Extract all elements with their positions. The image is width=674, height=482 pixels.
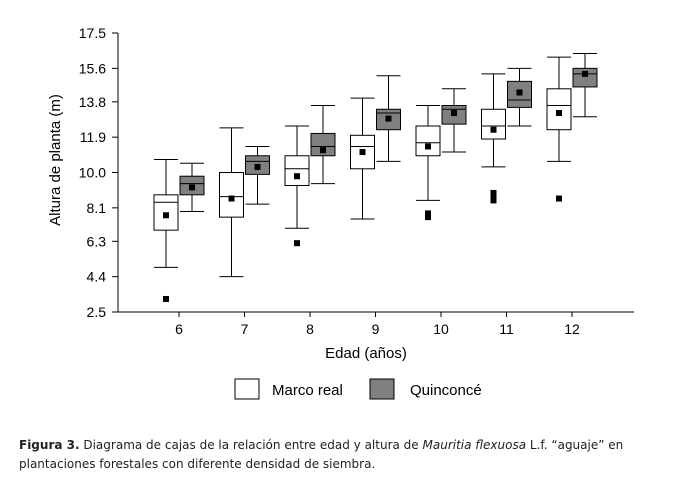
box — [284, 155, 310, 187]
outlier-point — [490, 189, 497, 196]
caption-species: Mauritia flexuosa — [422, 438, 527, 452]
axes — [112, 32, 634, 317]
mean-marker — [163, 212, 169, 219]
mean-marker — [556, 109, 562, 116]
y-tick-label: 10.0 — [79, 165, 106, 181]
caption-label: Figura 3. — [19, 438, 80, 452]
mean-marker — [490, 126, 497, 133]
box — [481, 108, 506, 140]
legend-swatch-quinconce — [369, 378, 395, 400]
mean-marker — [228, 195, 235, 202]
mean-marker — [254, 163, 261, 170]
y-tick-label: 11.9 — [80, 129, 106, 145]
box-group — [572, 52, 598, 118]
box — [219, 172, 244, 218]
box — [546, 88, 572, 131]
mean-marker — [582, 70, 588, 77]
mean-marker — [451, 109, 457, 116]
mean-marker — [516, 89, 523, 96]
boxplot-chart: 17.5 15.6 13.8 11.9 10.0 8.1 6.3 4.4 2.5 6 7 8 9 10 11… — [47, 25, 634, 400]
box-group — [507, 67, 532, 127]
x-tick-label: 9 — [372, 321, 380, 337]
box-group — [179, 162, 205, 213]
box — [572, 67, 598, 88]
x-tick-label: 8 — [306, 321, 314, 337]
box-group — [441, 88, 467, 153]
tick-labels: 17.5 15.6 13.8 11.9 10.0 8.1 6.3 4.4 2.5 6 7 8 9 10 11… — [79, 25, 580, 337]
outlier-point — [425, 214, 431, 221]
mean-marker — [320, 147, 326, 154]
y-axis-title: Altura de planta (m) — [47, 94, 64, 226]
box — [310, 132, 336, 157]
box-group — [350, 97, 375, 220]
box-group — [376, 75, 401, 162]
mean-marker — [425, 143, 431, 150]
box-group — [310, 105, 336, 185]
legend-swatch-marco-real — [234, 378, 260, 400]
outlier-point — [490, 193, 497, 200]
box-group — [415, 105, 441, 221]
y-tick-label: 6.3 — [87, 233, 107, 249]
mean-marker — [294, 173, 300, 180]
outlier-point — [163, 295, 169, 302]
x-tick-label: 12 — [564, 321, 580, 337]
box-group — [546, 56, 572, 202]
box-group — [219, 127, 244, 278]
outlier-point — [556, 195, 562, 202]
outlier-point — [490, 197, 497, 204]
figure-caption: Figura 3. Diagrama de cajas de la relaci… — [19, 436, 669, 474]
y-tick-label: 8.1 — [87, 200, 107, 216]
box-group — [153, 158, 179, 302]
y-tick-label: 15.6 — [79, 60, 106, 76]
outlier-point — [425, 210, 431, 217]
box-group — [245, 145, 270, 205]
x-tick-label: 7 — [241, 321, 249, 337]
y-tick-label: 4.4 — [87, 269, 107, 285]
mean-marker — [359, 149, 366, 156]
caption-text-before: Diagrama de cajas de la relación entre e… — [79, 438, 423, 452]
x-axis-title: Edad (años) — [325, 345, 407, 362]
outlier-point — [294, 240, 300, 247]
y-tick-label: 13.8 — [79, 94, 106, 110]
legend-label-quinconce: Quinconcé — [410, 382, 482, 399]
box-group — [284, 125, 310, 247]
legend: Marco real Quinconcé — [234, 378, 482, 400]
legend-label-marco-real: Marco real — [272, 382, 343, 399]
boxes — [153, 52, 598, 302]
y-tick-label: 2.5 — [87, 304, 107, 320]
box — [415, 125, 441, 157]
x-tick-label: 11 — [499, 321, 514, 337]
x-tick-label: 10 — [433, 321, 449, 337]
mean-marker — [189, 184, 195, 191]
mean-marker — [385, 115, 392, 122]
y-tick-label: 17.5 — [79, 25, 106, 41]
x-tick-label: 6 — [175, 321, 183, 337]
box-group — [481, 73, 506, 204]
caption-text-after: L.f. “aguaje” en plantaciones forestales… — [19, 438, 624, 471]
